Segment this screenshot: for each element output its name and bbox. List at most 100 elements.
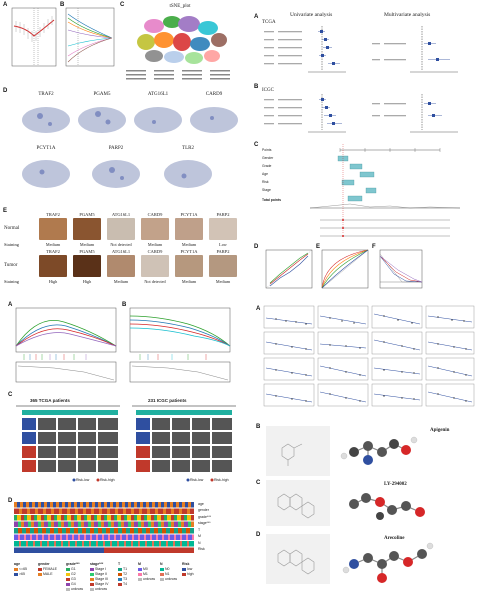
legend-title: M bbox=[138, 562, 141, 566]
univariate-title: Univariate analysis bbox=[290, 12, 333, 18]
legend-entry: Stage I bbox=[90, 567, 106, 571]
legend-title: gender bbox=[38, 562, 50, 566]
ihc-staining: Low bbox=[219, 242, 227, 247]
nomogram-row-label: Total points bbox=[262, 198, 281, 202]
ihc-tumor-label: Tumor bbox=[4, 263, 18, 268]
correlation-scatter-grid bbox=[263, 305, 475, 407]
panel-label-c: C bbox=[120, 2, 125, 8]
track-label: N bbox=[198, 541, 201, 545]
legend-entry: N1 bbox=[160, 572, 169, 576]
feature-title-traf2: TRAF2 bbox=[38, 92, 54, 97]
ihc-staining: Medium bbox=[79, 242, 95, 247]
ihc-staining: High bbox=[48, 279, 58, 284]
gsea-plot-b bbox=[129, 307, 231, 383]
forest-plot-multivariate-icgc bbox=[372, 94, 458, 133]
structure-3d-apigenin bbox=[340, 436, 418, 465]
feature-row-1 bbox=[22, 107, 238, 133]
legend-risk-high: Risk-high bbox=[214, 478, 229, 482]
ihc-gene: CARD9 bbox=[147, 249, 163, 254]
nomogram-row-label: Gender bbox=[262, 156, 274, 160]
legend-entry: <=65 bbox=[14, 567, 27, 571]
track-label: age bbox=[198, 502, 204, 506]
track-label: stage*** bbox=[198, 521, 211, 525]
legend-entry: FEMALE bbox=[38, 567, 57, 571]
nomogram-row-label: Stage bbox=[262, 188, 271, 192]
feature-title-tlr2: TLR2 bbox=[182, 146, 194, 151]
legend-entry: T3 bbox=[118, 577, 127, 581]
structure-2d-arecoline bbox=[266, 534, 330, 584]
legend-entry: Stage III bbox=[90, 577, 108, 581]
panel-label-a: A bbox=[256, 306, 261, 312]
nomogram-row-label: Points bbox=[262, 148, 272, 152]
track-label: gender bbox=[198, 508, 209, 512]
ihc-image bbox=[39, 255, 67, 277]
ihc-image bbox=[39, 218, 67, 240]
panel-label-a: A bbox=[3, 2, 8, 8]
track-label: grade*** bbox=[198, 515, 212, 519]
ihc-image bbox=[107, 218, 135, 240]
ihc-gene: PGAM5 bbox=[79, 212, 95, 217]
legend-title: N bbox=[160, 562, 163, 566]
tcga-label: TCGA bbox=[262, 20, 276, 25]
nomogram-row-label: Risk bbox=[262, 180, 269, 184]
icgc-patients-title: 231 ICGC patients bbox=[148, 398, 187, 403]
legend-risk-low: Risk-low bbox=[190, 478, 204, 482]
ihc-image bbox=[73, 218, 101, 240]
ihc-gene: ATG16L1 bbox=[111, 249, 131, 254]
structure-2d-apigenin bbox=[266, 426, 330, 476]
ihc-image bbox=[175, 218, 203, 240]
nomogram-plot bbox=[309, 144, 461, 237]
lasso-coefficient-plot bbox=[65, 7, 115, 67]
feature-row-2 bbox=[22, 160, 212, 188]
structure-3d-arecoline bbox=[342, 542, 434, 583]
legend-title: grade*** bbox=[66, 562, 80, 566]
tsne-cluster-plot bbox=[137, 16, 227, 64]
forest-plot-univariate-icgc bbox=[264, 94, 346, 133]
molecule-name: Arecoline bbox=[384, 536, 405, 541]
lasso-cv-plot bbox=[11, 7, 57, 67]
legend-entry: T2 bbox=[118, 572, 127, 576]
ihc-gene: TRAF2 bbox=[46, 212, 60, 217]
track-label: Risk bbox=[198, 547, 205, 551]
ihc-gene: ATG16L1 bbox=[111, 212, 131, 217]
legend-title: Risk bbox=[182, 562, 190, 566]
panel-label-c: C bbox=[256, 480, 261, 486]
panel-label-e: E bbox=[316, 244, 321, 250]
forest-plot-multivariate-tcga bbox=[372, 26, 458, 73]
panel-label-c: C bbox=[8, 392, 13, 398]
feature-title-pgam5: PGAM5 bbox=[93, 92, 111, 97]
panel-label-a: A bbox=[254, 14, 259, 20]
panel-label-b: B bbox=[254, 84, 259, 90]
calibration-plot bbox=[265, 249, 313, 289]
ihc-staining: High bbox=[82, 279, 92, 284]
panel-label-b: B bbox=[60, 2, 65, 8]
legend-title: T bbox=[118, 562, 121, 566]
panel-label-a: A bbox=[8, 302, 13, 308]
ihc-gene: PARP2 bbox=[216, 249, 230, 254]
panel-label-c: C bbox=[254, 142, 259, 148]
legend-entry: N0 bbox=[160, 567, 169, 571]
legend-entry: G2 bbox=[66, 572, 76, 576]
legend-entry: M1 bbox=[138, 572, 148, 576]
legend-entry: G1 bbox=[66, 567, 76, 571]
ihc-gene: CARD9 bbox=[147, 212, 163, 217]
legend-title: age bbox=[14, 562, 21, 566]
icgc-label: ICGC bbox=[262, 88, 274, 93]
legend-entry: unknow bbox=[160, 577, 177, 581]
panel-label-d: D bbox=[254, 244, 259, 250]
tcga-patients-title: 365 TCGA patients bbox=[30, 398, 70, 403]
roc-plot bbox=[321, 249, 369, 289]
ihc-staining: Medium bbox=[181, 279, 197, 284]
ihc-gene: PARP2 bbox=[216, 212, 230, 217]
molecule-name: LY-294002 bbox=[384, 482, 407, 487]
ihc-gene: PCYT1A bbox=[180, 212, 198, 217]
panel-label-b: B bbox=[122, 302, 127, 308]
ihc-image bbox=[107, 255, 135, 277]
legend-risk-high: Risk-high bbox=[100, 478, 115, 482]
structure-3d-ly294002 bbox=[349, 493, 425, 520]
legend-entry: high bbox=[182, 572, 194, 576]
ihc-image bbox=[209, 218, 237, 240]
legend-title: stage*** bbox=[90, 562, 104, 566]
decision-curve-plot bbox=[379, 249, 423, 289]
ihc-image bbox=[73, 255, 101, 277]
